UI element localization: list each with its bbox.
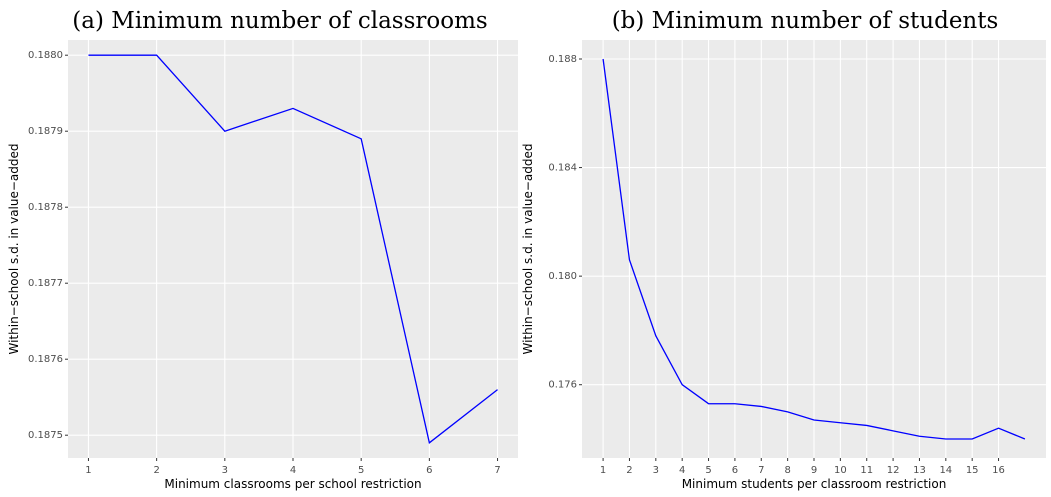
x-tick-label: 2 (626, 465, 632, 476)
y-tick-label: 0.176 (548, 380, 577, 391)
x-tick-label: 15 (966, 465, 979, 476)
y-axis-label: Within−school s.d. in value−added (7, 143, 21, 354)
y-tick-label: 0.1878 (28, 202, 63, 213)
x-tick-label: 2 (153, 465, 159, 476)
x-tick-label: 4 (290, 465, 296, 476)
x-axis-label: Minimum students per classroom restricti… (682, 477, 947, 491)
x-tick-label: 16 (992, 465, 1005, 476)
x-tick-label: 4 (679, 465, 685, 476)
panel: (a) Minimum number of classrooms 0.1875 0.… (7, 8, 518, 491)
x-tick-label: 1 (85, 465, 91, 476)
x-tick-label: 6 (426, 465, 432, 476)
x-tick-label: 9 (811, 465, 817, 476)
y-tick-label: 0.180 (548, 271, 577, 282)
x-tick-label: 1 (600, 465, 606, 476)
x-tick-label: 14 (939, 465, 952, 476)
chart-title: (b) Minimum number of students (612, 8, 999, 34)
y-tick-label: 0.1876 (28, 354, 63, 365)
x-tick-label: 11 (860, 465, 873, 476)
x-tick-label: 7 (494, 465, 500, 476)
y-tick-label: 0.1875 (28, 430, 63, 441)
x-tick-label: 10 (834, 465, 847, 476)
x-tick-label: 3 (222, 465, 228, 476)
x-tick-label: 5 (705, 465, 711, 476)
y-tick-label: 0.188 (548, 54, 577, 65)
panel: (b) Minimum number of students 0.176 0.180… (521, 8, 1046, 491)
chart-title: (a) Minimum number of classrooms (72, 8, 487, 34)
line (602, 58, 1026, 440)
x-tick-label: 5 (358, 465, 364, 476)
x-tick-label: 8 (784, 465, 790, 476)
y-tick-label: 0.1880 (28, 50, 63, 61)
x-tick-label: 12 (887, 465, 900, 476)
x-tick-label: 13 (913, 465, 926, 476)
y-axis-label: Within−school s.d. in value−added (521, 143, 535, 354)
x-axis-label: Minimum classrooms per school restrictio… (164, 477, 421, 491)
y-tick-label: 0.1879 (28, 126, 63, 137)
line (88, 54, 498, 444)
y-tick-label: 0.1877 (28, 278, 63, 289)
x-tick-label: 7 (758, 465, 764, 476)
x-tick-label: 6 (732, 465, 738, 476)
y-tick-label: 0.184 (548, 163, 577, 174)
x-tick-label: 3 (653, 465, 659, 476)
